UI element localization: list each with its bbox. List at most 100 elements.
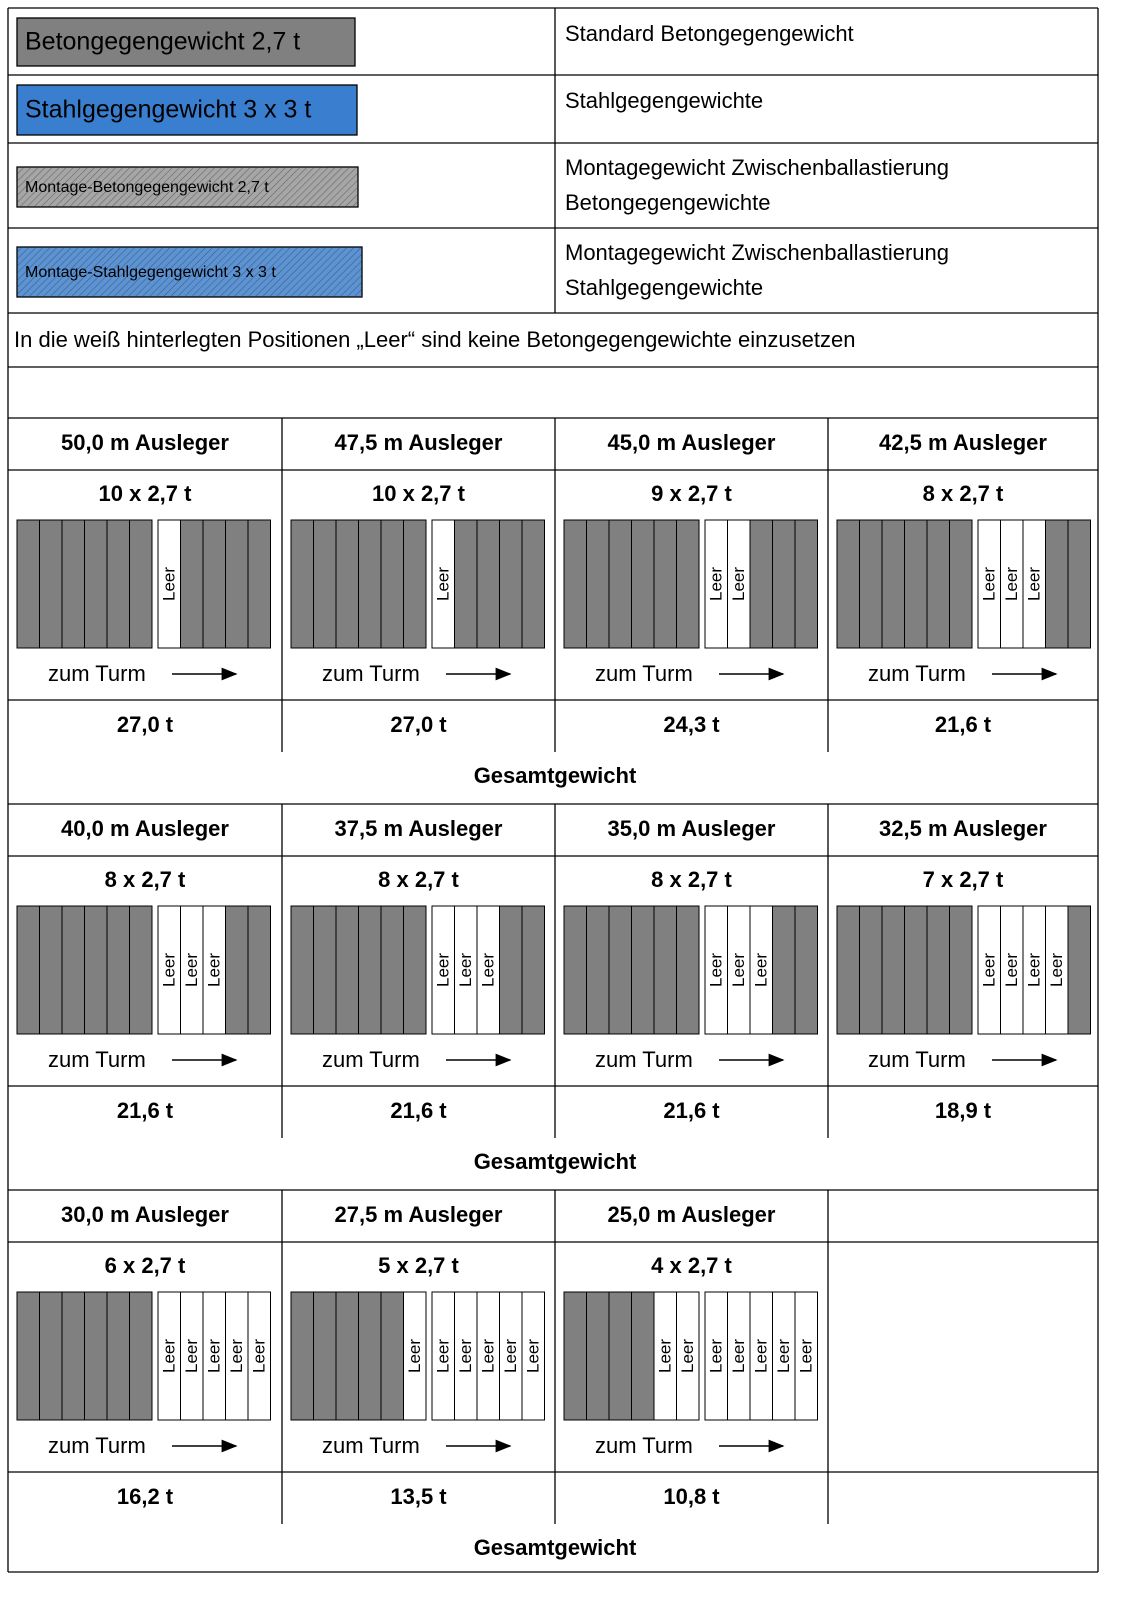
boom-length: 40,0 m Ausleger bbox=[61, 816, 229, 841]
weight-count: 9 x 2,7 t bbox=[651, 481, 732, 506]
weight-slot bbox=[202, 519, 226, 649]
weight-slot bbox=[521, 519, 545, 649]
empty-slot-label: Leer bbox=[752, 1339, 771, 1373]
empty-slot-label: Leer bbox=[434, 567, 453, 601]
weight-slot bbox=[563, 905, 587, 1035]
weight-slot bbox=[335, 1291, 359, 1421]
weight-count: 10 x 2,7 t bbox=[99, 481, 193, 506]
weight-slot bbox=[225, 905, 249, 1035]
weight-slot bbox=[290, 905, 314, 1035]
weight-slot bbox=[335, 905, 359, 1035]
boom-length: 47,5 m Ausleger bbox=[335, 430, 503, 455]
weight-slot bbox=[586, 1291, 610, 1421]
weight-slot bbox=[881, 905, 905, 1035]
weight-slot bbox=[129, 905, 153, 1035]
empty-slot-label: Leer bbox=[729, 567, 748, 601]
empty-slot-label: Leer bbox=[434, 1339, 453, 1373]
empty-slot-label: Leer bbox=[479, 953, 498, 987]
empty-slot-label: Leer bbox=[1002, 567, 1021, 601]
weight-count: 4 x 2,7 t bbox=[651, 1253, 732, 1278]
weight-slot bbox=[563, 519, 587, 649]
total-weight: 27,0 t bbox=[117, 712, 174, 737]
weight-slot bbox=[676, 1291, 700, 1421]
boom-length: 27,5 m Ausleger bbox=[335, 1202, 503, 1227]
empty-slot-label: Leer bbox=[182, 1339, 201, 1373]
weight-slot bbox=[772, 905, 796, 1035]
empty-slot-label: Leer bbox=[160, 953, 179, 987]
empty-slot-label: Leer bbox=[707, 1339, 726, 1373]
weight-count: 5 x 2,7 t bbox=[378, 1253, 459, 1278]
empty-slot-label: Leer bbox=[479, 1339, 498, 1373]
total-weight: 24,3 t bbox=[663, 712, 720, 737]
weight-slot bbox=[380, 905, 404, 1035]
weight-slot bbox=[106, 1291, 130, 1421]
empty-slot-label: Leer bbox=[501, 1339, 520, 1373]
weight-slot bbox=[521, 1291, 545, 1421]
direction-label: zum Turm bbox=[322, 1047, 420, 1072]
boom-length: 35,0 m Ausleger bbox=[608, 816, 776, 841]
empty-slot-label: Leer bbox=[1025, 953, 1044, 987]
weight-slot bbox=[380, 1291, 404, 1421]
weight-slot bbox=[881, 519, 905, 649]
empty-slot-label: Leer bbox=[774, 1339, 793, 1373]
weight-slot bbox=[313, 905, 337, 1035]
empty-slot-label: Leer bbox=[160, 1339, 179, 1373]
empty-slot-label: Leer bbox=[205, 1339, 224, 1373]
weight-slot bbox=[61, 905, 85, 1035]
empty-slot-label: Leer bbox=[678, 1339, 697, 1373]
legend-hatch bbox=[17, 167, 358, 207]
weight-slot bbox=[563, 1291, 587, 1421]
boom-length: 25,0 m Ausleger bbox=[608, 1202, 776, 1227]
weight-slot bbox=[358, 519, 382, 649]
direction-label: zum Turm bbox=[868, 661, 966, 686]
weight-slot bbox=[403, 519, 427, 649]
empty-slot-label: Leer bbox=[980, 953, 999, 987]
direction-label: zum Turm bbox=[48, 661, 146, 686]
empty-slot-label: Leer bbox=[752, 953, 771, 987]
weight-slot bbox=[794, 905, 818, 1035]
boom-length: 42,5 m Ausleger bbox=[879, 430, 1047, 455]
weight-count: 7 x 2,7 t bbox=[923, 867, 1004, 892]
boom-length: 45,0 m Ausleger bbox=[608, 430, 776, 455]
weight-slot bbox=[290, 1291, 314, 1421]
total-weight: 13,5 t bbox=[390, 1484, 447, 1509]
weight-slot bbox=[586, 519, 610, 649]
weight-slot bbox=[949, 905, 973, 1035]
legend-description: Stahlgegengewichte bbox=[565, 88, 763, 113]
boom-length: 50,0 m Ausleger bbox=[61, 430, 229, 455]
empty-slot-label: Leer bbox=[797, 1339, 816, 1373]
empty-slot-label: Leer bbox=[434, 953, 453, 987]
direction-label: zum Turm bbox=[595, 661, 693, 686]
weight-slot bbox=[586, 905, 610, 1035]
weight-slot bbox=[454, 519, 478, 649]
weight-slot bbox=[749, 519, 773, 649]
weight-slot bbox=[676, 905, 700, 1035]
legend-label: Stahlgegengewicht 3 x 3 t bbox=[25, 96, 311, 124]
direction-label: zum Turm bbox=[48, 1433, 146, 1458]
weight-count: 6 x 2,7 t bbox=[105, 1253, 186, 1278]
total-weight: 18,9 t bbox=[935, 1098, 992, 1123]
note: In die weiß hinterlegten Positionen „Lee… bbox=[14, 327, 855, 352]
weight-slot bbox=[313, 1291, 337, 1421]
weight-slot bbox=[247, 1291, 271, 1421]
weight-slot bbox=[335, 519, 359, 649]
weight-slot bbox=[794, 519, 818, 649]
weight-slot bbox=[904, 519, 928, 649]
weight-slot bbox=[403, 1291, 427, 1421]
empty-slot-label: Leer bbox=[405, 1339, 424, 1373]
weight-slot bbox=[499, 905, 523, 1035]
total-weight: 21,6 t bbox=[390, 1098, 447, 1123]
empty-slot-label: Leer bbox=[227, 1339, 246, 1373]
weight-slot bbox=[1067, 519, 1091, 649]
weight-slot bbox=[653, 905, 677, 1035]
legend-description: Betongegengewichte bbox=[565, 190, 771, 215]
legend-swatch bbox=[16, 84, 358, 136]
weight-slot bbox=[380, 519, 404, 649]
direction-label: zum Turm bbox=[595, 1433, 693, 1458]
weight-slot bbox=[676, 519, 700, 649]
boom-length: 37,5 m Ausleger bbox=[335, 816, 503, 841]
total-weight: 21,6 t bbox=[935, 712, 992, 737]
weight-slot bbox=[631, 519, 655, 649]
